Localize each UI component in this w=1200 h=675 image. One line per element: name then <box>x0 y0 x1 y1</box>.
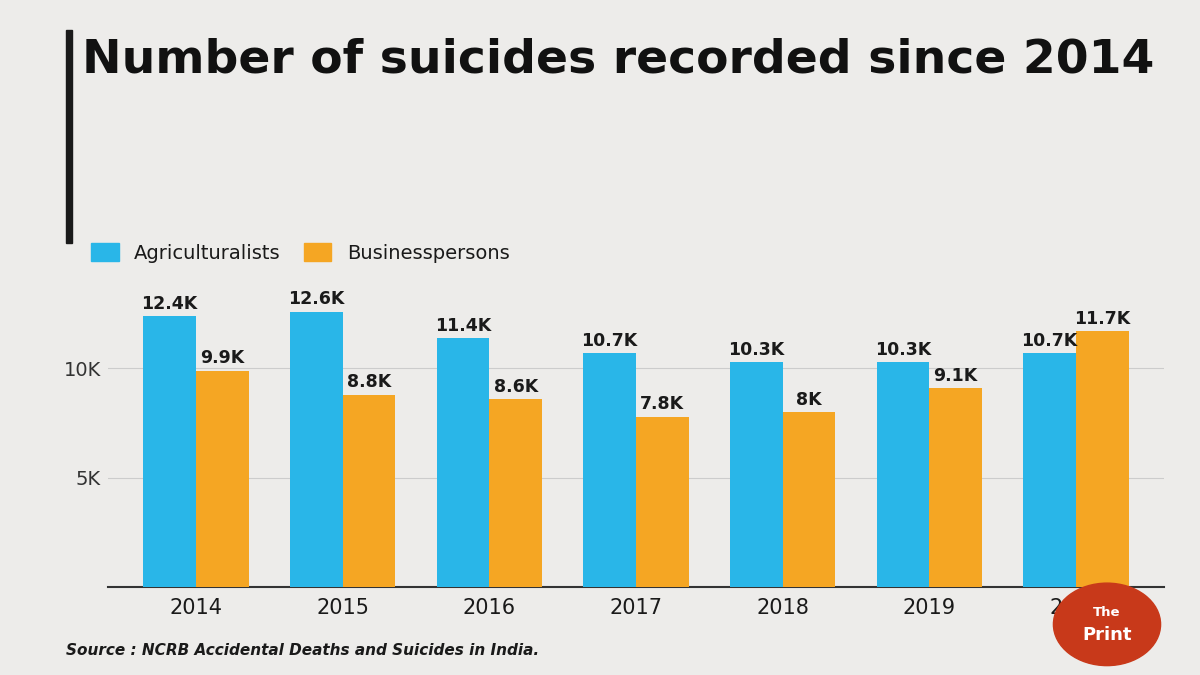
Text: 11.4K: 11.4K <box>434 317 491 335</box>
Text: The: The <box>1093 606 1121 620</box>
Bar <box>196 371 248 587</box>
Text: 10.3K: 10.3K <box>875 341 931 358</box>
Bar <box>290 312 343 587</box>
Circle shape <box>1054 583 1160 666</box>
Text: 10.7K: 10.7K <box>1021 332 1078 350</box>
Bar <box>583 353 636 587</box>
Text: 9.1K: 9.1K <box>934 367 978 385</box>
Bar <box>730 362 782 587</box>
Text: 8.8K: 8.8K <box>347 373 391 392</box>
Bar <box>1076 331 1129 587</box>
Text: 8.6K: 8.6K <box>493 378 538 396</box>
Bar <box>490 399 542 587</box>
Text: Print: Print <box>1082 626 1132 644</box>
Bar <box>437 338 490 587</box>
Text: 7.8K: 7.8K <box>641 396 684 413</box>
Text: 12.6K: 12.6K <box>288 290 344 308</box>
Text: 9.9K: 9.9K <box>200 350 245 367</box>
Text: 8K: 8K <box>797 391 822 409</box>
Bar <box>782 412 835 587</box>
Text: 10.7K: 10.7K <box>582 332 637 350</box>
Bar <box>636 416 689 587</box>
Bar <box>1024 353 1076 587</box>
Text: 11.7K: 11.7K <box>1074 310 1130 328</box>
Bar <box>143 316 196 587</box>
Bar <box>343 395 396 587</box>
Text: 12.4K: 12.4K <box>142 295 198 313</box>
Text: Number of suicides recorded since 2014: Number of suicides recorded since 2014 <box>82 37 1154 82</box>
Bar <box>876 362 929 587</box>
Legend: Agriculturalists, Businesspersons: Agriculturalists, Businesspersons <box>91 242 510 263</box>
Text: Source : NCRB Accidental Deaths and Suicides in India.: Source : NCRB Accidental Deaths and Suic… <box>66 643 539 658</box>
Text: 10.3K: 10.3K <box>728 341 785 358</box>
Bar <box>929 388 982 587</box>
